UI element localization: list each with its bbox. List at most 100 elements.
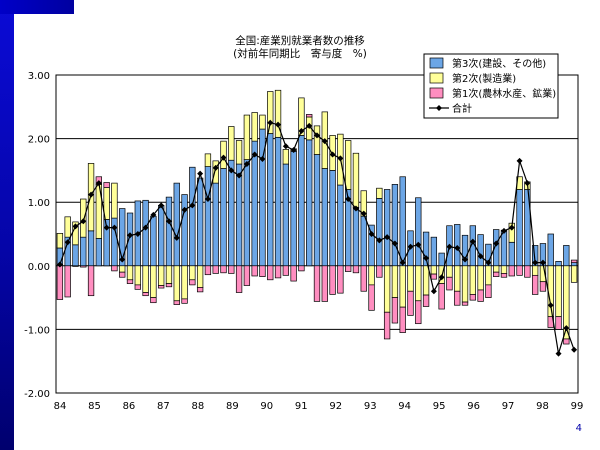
total-point — [532, 259, 539, 266]
legend-label: 第2次(製造業) — [452, 72, 516, 85]
bar-primary — [228, 265, 235, 274]
bar-primary — [454, 290, 461, 306]
bar-primary — [461, 301, 469, 306]
bar-secondary — [80, 198, 87, 238]
bar-secondary — [555, 265, 562, 318]
x-tick-label: 91 — [295, 401, 308, 412]
total-point — [111, 224, 118, 231]
bar-tertiary — [173, 182, 180, 267]
bar-primary — [321, 265, 328, 302]
total-point — [430, 288, 437, 295]
bar-tertiary — [415, 197, 422, 267]
bar-primary — [80, 265, 87, 268]
bar-primary — [119, 271, 126, 278]
bar-secondary — [165, 265, 173, 284]
bar-primary — [415, 300, 422, 325]
total-point — [384, 234, 391, 241]
bar-tertiary — [267, 133, 274, 267]
bar-tertiary — [150, 215, 157, 267]
bar-tertiary — [570, 262, 578, 267]
bar-tertiary — [181, 194, 188, 267]
bar-primary — [142, 292, 149, 297]
bar-tertiary — [80, 236, 87, 267]
bar-primary — [555, 316, 562, 330]
bar-tertiary — [196, 177, 204, 267]
side-band — [0, 0, 14, 450]
bar-tertiary — [352, 206, 360, 267]
bar-tertiary — [290, 150, 297, 267]
bar-primary — [407, 290, 414, 316]
bar-secondary — [313, 125, 321, 155]
total-point — [462, 256, 469, 263]
total-point — [173, 234, 180, 241]
bar-tertiary — [251, 140, 258, 267]
total-point — [251, 151, 258, 158]
bar-secondary — [298, 97, 305, 136]
bar-secondary — [173, 265, 180, 302]
total-point — [555, 350, 562, 357]
bar-primary — [267, 265, 274, 281]
bar-tertiary — [313, 154, 321, 267]
bar-primary — [524, 265, 531, 278]
y-tick-label: 1.00 — [28, 198, 50, 209]
bar-tertiary — [220, 168, 227, 267]
bar-primary — [282, 265, 289, 276]
total-point — [282, 143, 289, 150]
x-tick-label: 90 — [260, 401, 273, 412]
total-point — [399, 259, 406, 266]
total-point — [352, 205, 359, 212]
total-point — [119, 256, 126, 263]
bar-tertiary — [189, 166, 196, 267]
x-tick-label: 86 — [123, 401, 136, 412]
bar-secondary — [493, 265, 500, 273]
bar-tertiary — [165, 196, 173, 267]
bar-tertiary — [306, 139, 313, 267]
bar-tertiary — [563, 245, 570, 267]
bar-secondary — [196, 265, 204, 288]
x-tick-label: 99 — [571, 401, 584, 412]
total-point — [259, 155, 266, 162]
bar-tertiary — [228, 159, 235, 267]
x-tick-label: 93 — [364, 401, 377, 412]
bar-primary — [64, 265, 71, 298]
bar-primary — [103, 182, 110, 188]
total-point — [454, 244, 461, 251]
total-point — [134, 231, 141, 237]
bar-primary — [274, 265, 282, 279]
bar-primary — [368, 284, 375, 311]
bar-tertiary — [555, 260, 562, 267]
total-point — [376, 237, 383, 244]
bar-primary — [158, 285, 165, 289]
bar-secondary — [461, 265, 469, 303]
bar-primary — [345, 265, 352, 272]
total-point — [485, 259, 492, 266]
bar-primary — [422, 294, 430, 307]
bar-secondary — [158, 265, 165, 286]
bar-tertiary — [547, 233, 554, 267]
bar-tertiary — [243, 159, 251, 267]
bar-primary — [196, 287, 204, 293]
legend-swatch — [429, 57, 444, 69]
bar-primary — [485, 284, 492, 298]
bar-tertiary — [87, 230, 95, 267]
total-point — [95, 180, 102, 187]
x-tick-label: 88 — [191, 401, 204, 412]
bar-secondary — [134, 265, 141, 286]
bar-secondary — [243, 114, 251, 160]
total-point — [197, 170, 204, 177]
total-point — [228, 167, 235, 174]
total-point — [150, 211, 157, 218]
bar-secondary — [415, 265, 422, 302]
bar-primary — [430, 273, 438, 280]
total-point — [204, 196, 211, 203]
bar-tertiary — [321, 168, 328, 267]
bar-secondary — [142, 265, 149, 293]
bar-secondary — [469, 265, 476, 295]
total-point — [142, 224, 149, 231]
bar-secondary — [267, 91, 274, 134]
bar-secondary — [204, 153, 212, 167]
bar-secondary — [446, 265, 453, 278]
bar-secondary — [181, 265, 188, 300]
total-point — [547, 302, 554, 309]
